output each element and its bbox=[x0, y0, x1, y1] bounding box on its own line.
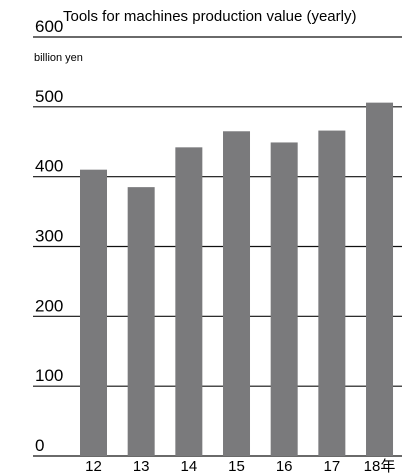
y-tick-label: 300 bbox=[35, 227, 63, 246]
y-tick-label: 400 bbox=[35, 157, 63, 176]
bar bbox=[80, 169, 107, 456]
bar bbox=[223, 131, 251, 456]
chart-title: Tools for machines production value (yea… bbox=[63, 8, 356, 25]
bar bbox=[270, 142, 298, 456]
x-tick-label: 12 bbox=[85, 458, 102, 475]
x-tick-label: 17 bbox=[324, 458, 341, 475]
x-tick-label: 18年 bbox=[364, 458, 396, 475]
y-tick-label: 600 bbox=[35, 17, 63, 36]
x-tick-label: 15 bbox=[228, 458, 245, 475]
y-tick-label: 0 bbox=[35, 436, 44, 455]
y-tick-label: 200 bbox=[35, 296, 63, 315]
x-tick-label: 13 bbox=[133, 458, 150, 475]
y-tick-label: 500 bbox=[35, 87, 63, 106]
y-axis-unit-label: billion yen bbox=[34, 52, 83, 64]
bars bbox=[80, 102, 394, 456]
bar bbox=[175, 147, 203, 456]
x-tick-labels: 12 13 14 15 16 17 18年 bbox=[85, 458, 395, 475]
y-tick-labels: 0 100 200 300 400 500 600 bbox=[35, 17, 63, 455]
x-tick-label: 16 bbox=[276, 458, 293, 475]
y-tick-label: 100 bbox=[35, 366, 63, 385]
bar bbox=[127, 187, 155, 456]
bar bbox=[366, 102, 394, 456]
bar bbox=[318, 130, 346, 456]
x-tick-label: 14 bbox=[180, 458, 197, 475]
